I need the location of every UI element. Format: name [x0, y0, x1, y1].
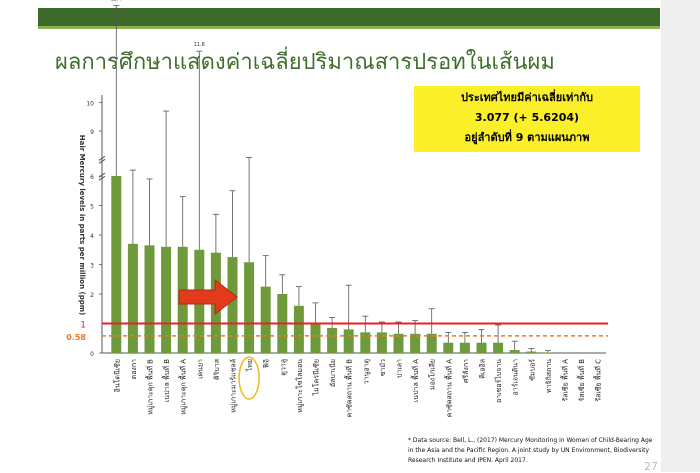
category-label: อัลบาเนีย — [329, 359, 337, 387]
category-label: หมู่เกาะมาร์แชลล์ — [230, 359, 238, 413]
y-axis-label: Hair Mercury levels in parts per million… — [78, 135, 86, 316]
highlight-circle — [238, 356, 260, 400]
bar — [493, 342, 504, 353]
y-tick-label: 10 — [86, 101, 94, 108]
category-label: อาร์เจนตินา — [512, 359, 520, 396]
bar — [293, 305, 304, 353]
category-label: ตูวาลู — [279, 359, 287, 376]
bar — [459, 342, 470, 353]
bar — [360, 332, 371, 353]
category-label: ซามัว — [379, 359, 387, 376]
category-label: ฟิจิ — [263, 359, 271, 368]
y-tick-label: 0 — [90, 351, 94, 358]
bar — [393, 333, 404, 353]
bar — [542, 352, 553, 353]
bar — [327, 327, 338, 353]
slide-title: ผลการศึกษาแสดงค่าเฉลี่ยปริมาณสารปรอทในเส… — [55, 50, 555, 75]
header-band — [38, 8, 660, 26]
category-label: คาซัคสถาน พื้นที่ B — [343, 359, 354, 418]
header-accent-line — [38, 26, 660, 29]
reference-label-058: 0.58 — [66, 333, 86, 342]
category-label: ไทย — [245, 359, 254, 372]
category-label: วานูอาตู — [362, 359, 370, 385]
bar — [310, 323, 321, 353]
y-tick-label: 2 — [90, 292, 94, 299]
bar — [509, 350, 520, 353]
category-label: ปาเลา — [396, 359, 404, 378]
category-label: คิเออิล — [479, 359, 487, 379]
bar — [227, 257, 238, 353]
category-label: คาซัคสถาน พื้นที่ A — [442, 359, 453, 418]
category-label: หมู่เกาะคุก พื้นที่ B — [144, 359, 155, 415]
category-label: รัสเซีย พื้นที่ A — [559, 359, 570, 402]
y-tick-label: 4 — [90, 233, 94, 240]
y-tick-label: 3 — [90, 263, 94, 270]
axis-break-mark — [98, 172, 106, 178]
bar — [260, 286, 271, 353]
bar — [376, 332, 387, 353]
bar — [244, 262, 255, 353]
error-bar-label: 11.8 — [194, 42, 205, 48]
category-label: อินโดนีเซีย — [112, 359, 121, 392]
bar — [476, 342, 487, 353]
category-label: มองโกเลีย — [428, 359, 437, 390]
bar — [161, 246, 172, 353]
bar — [526, 351, 537, 353]
category-label: ซัมบอร์ — [528, 359, 536, 381]
category-label: เคนยา — [196, 359, 204, 379]
axis-break-mark — [98, 155, 106, 161]
callout-box: ประเทศไทยมีค่าเฉลี่ยเท่ากับ 3.077 (+ 5.6… — [414, 86, 640, 152]
y-tick-label: 5 — [90, 204, 94, 211]
category-label: ทาจิกิสถาน — [545, 359, 553, 393]
y-tick-label: 6 — [90, 174, 94, 181]
category-label: รัสเซีย พื้นที่ C — [592, 359, 603, 402]
category-label: เนปาล พื้นที่ A — [409, 359, 420, 402]
category-label: ศรีลังกา — [462, 359, 470, 383]
bar — [443, 342, 454, 353]
callout-line-1: ประเทศไทยมีค่าเฉลี่ยเท่ากับ — [460, 91, 594, 104]
category-label: เนปาล พื้นที่ B — [160, 359, 171, 402]
category-label: หมู่เกาะโซโลมอน — [295, 359, 304, 413]
category-label: หมู่เกาะคุก พื้นที่ A — [177, 359, 188, 415]
category-label: ตองกา — [130, 359, 138, 379]
reference-label-1: 1 — [80, 321, 86, 331]
bar — [426, 333, 437, 353]
highlight-arrow — [178, 278, 238, 316]
bar — [111, 176, 122, 353]
category-label: คิริบาส — [213, 358, 221, 380]
error-bar-label: 13.4 — [111, 0, 122, 3]
y-tick-label: 9 — [90, 129, 94, 136]
bar — [410, 333, 421, 353]
callout-line-3: อยู่ลำดับที่ 9 ตามแผนภาพ — [464, 131, 590, 144]
bar — [127, 243, 138, 353]
category-label: ไมโครนีเซีย — [312, 359, 321, 396]
bar — [144, 245, 155, 353]
source-note: * Data source: Bell, L., (2017) Mercury … — [408, 437, 653, 464]
slide-edge — [661, 0, 700, 472]
slide-number: 27 — [644, 460, 658, 473]
axis-break-mark — [98, 175, 106, 181]
bar — [343, 329, 354, 353]
category-label: รัสเซีย พื้นที่ B — [575, 359, 586, 402]
category-label: อาเซอร์ไบจาน — [494, 359, 503, 403]
callout-line-2: 3.077 (+ 5.6204) — [474, 111, 580, 124]
axis-break-mark — [98, 158, 106, 164]
